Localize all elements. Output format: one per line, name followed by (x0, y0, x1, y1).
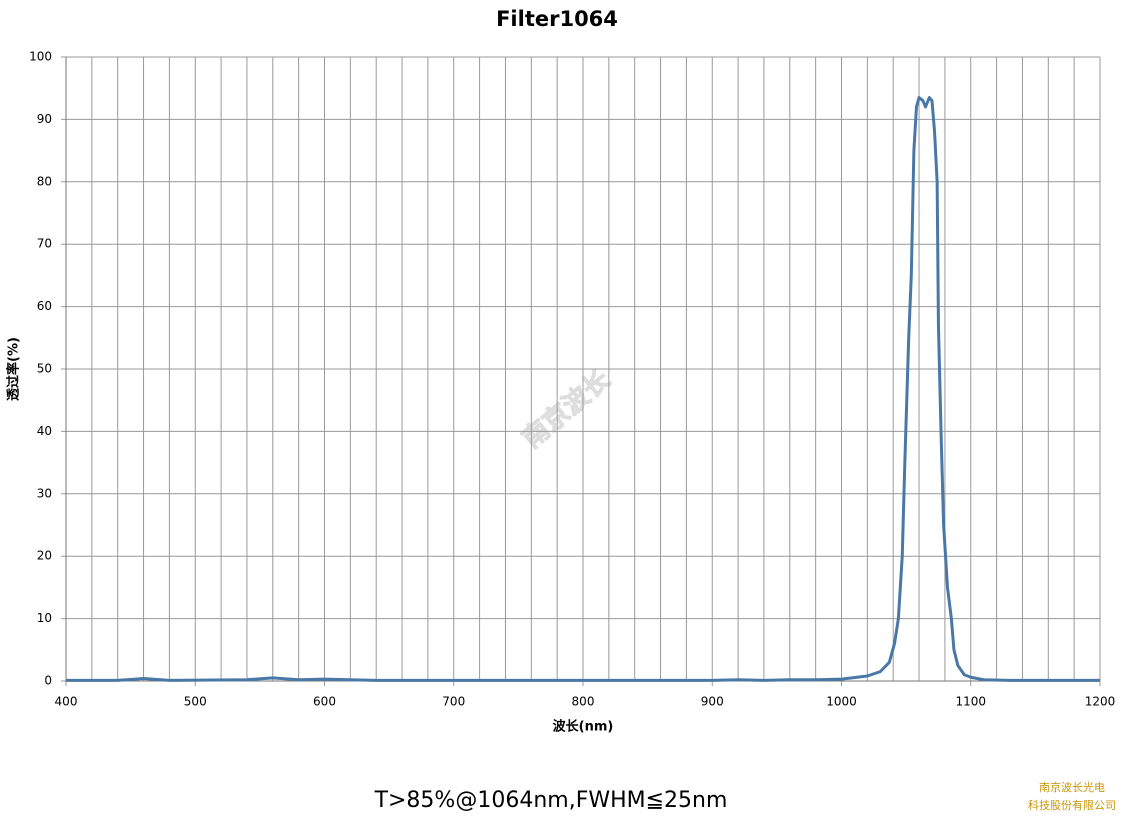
data-line (66, 96, 1100, 682)
x-tick-label: 600 (313, 695, 336, 709)
y-tick-label: 40 (37, 424, 52, 438)
x-tick-label: 900 (701, 695, 724, 709)
y-tick-label: 90 (37, 112, 52, 126)
x-tick-label: 500 (184, 695, 207, 709)
x-tick-label: 1200 (1085, 695, 1116, 709)
x-axis-label: 波长(nm) (553, 719, 614, 735)
y-tick-label: 70 (37, 237, 52, 251)
y-axis-label: 透过率(%) (6, 337, 22, 401)
chart-title: Filter1064 (496, 7, 618, 31)
x-tick-label: 800 (572, 695, 595, 709)
x-tick-label: 400 (55, 695, 78, 709)
y-tick-label: 30 (37, 486, 52, 500)
company-line: 科技股份有限公司 (1028, 798, 1116, 812)
y-tick-label: 20 (37, 549, 52, 563)
x-tick-label: 1000 (826, 695, 857, 709)
y-tick-label: 80 (37, 174, 52, 188)
y-tick-label: 0 (44, 674, 52, 688)
y-tick-label: 10 (37, 611, 52, 625)
x-tick-label: 1100 (955, 695, 986, 709)
x-tick-label: 700 (442, 695, 465, 709)
company-line: 南京波长光电 (1039, 780, 1105, 794)
y-tick-label: 60 (37, 299, 52, 313)
note: T>85%@1064nm,FWHM≦25nm (374, 788, 728, 813)
y-tick-label: 50 (37, 362, 52, 376)
y-tick-label: 100 (29, 50, 52, 64)
